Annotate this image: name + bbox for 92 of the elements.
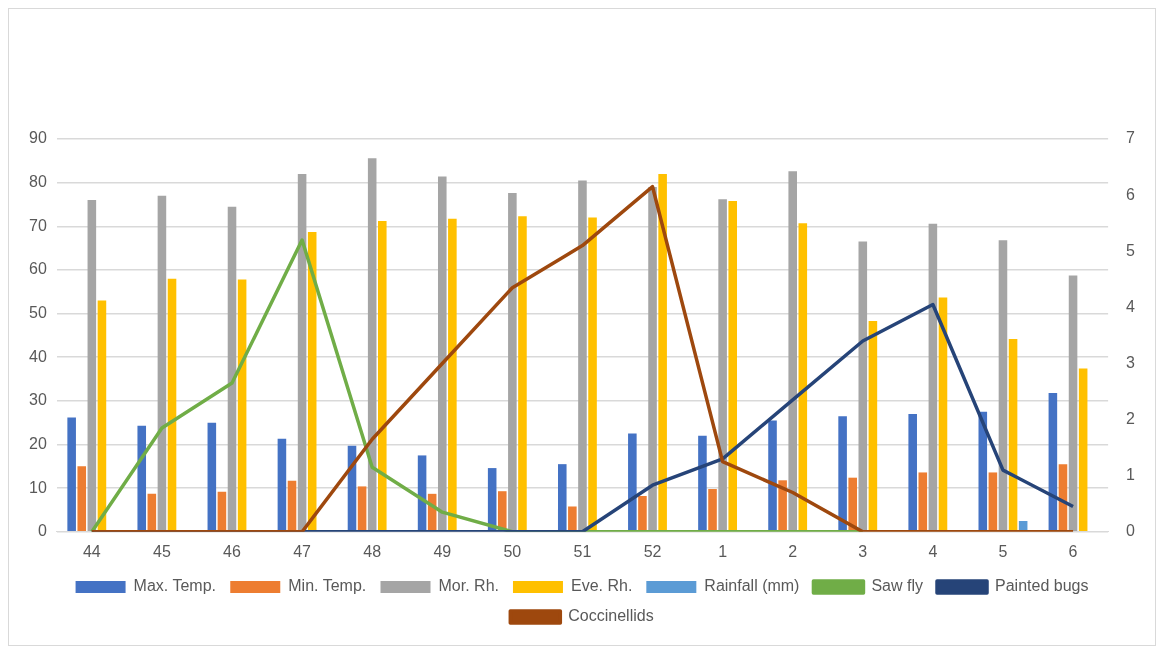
bar [728,200,738,532]
bar [508,193,517,532]
bar [67,417,76,532]
bar [708,489,717,532]
y2-tick-label: 4 [1126,297,1136,315]
y2-tick-label: 2 [1126,409,1136,427]
bar [97,300,107,532]
bar [147,493,157,532]
bar [918,472,928,532]
bar [297,173,307,532]
legend-label: Coccinellids [568,607,654,625]
x-tick-label: 48 [363,542,382,560]
legend-label: Painted bugs [995,577,1089,595]
bar [217,491,227,532]
y-tick-label: 90 [29,129,47,147]
y2-tick-label: 6 [1126,185,1136,203]
bar [928,223,938,532]
bar [167,278,177,532]
bar [638,496,647,532]
legend-label: Max. Temp. [133,577,216,595]
bar [437,176,447,532]
y-tick-label: 40 [29,347,47,365]
bar [518,216,527,532]
bar [848,477,857,532]
x-tick-label: 4 [928,542,938,560]
bar [698,435,707,532]
y-tick-label: 70 [29,216,47,234]
x-tick-label: 51 [573,542,592,560]
bar [207,422,217,532]
x-tick-label: 5 [998,542,1008,560]
x-tick-label: 6 [1068,542,1078,560]
bar [658,173,667,532]
y-tick-label: 10 [29,478,47,496]
bar [448,218,457,532]
bar [237,279,247,532]
bar [858,241,868,532]
x-tick-label: 3 [858,542,868,560]
bar [798,223,808,532]
legend-label: Min. Temp. [288,577,367,595]
bar [718,199,727,532]
x-tick-label: 45 [153,542,171,560]
bar [788,171,797,532]
y2-tick-label: 1 [1126,466,1136,484]
x-tick-label: 49 [433,542,452,560]
y-tick-label: 50 [29,303,47,321]
bar [227,206,237,532]
bar [287,480,297,532]
x-tick-label: 52 [643,542,662,560]
bar [908,413,917,532]
bar [568,506,577,532]
bar [998,240,1008,532]
legend-label: Eve. Rh. [570,577,633,595]
bar [588,217,597,532]
bar [1068,275,1078,532]
y2-tick-label: 3 [1126,353,1136,371]
y2-tick-label: 7 [1126,129,1136,147]
bar [628,433,637,532]
bar [157,195,167,532]
bar [978,411,988,532]
legend-label: Mor. Rh. [438,577,499,595]
bar [768,420,777,532]
legend-label: Saw fly [871,577,924,595]
bar [1008,338,1018,532]
x-tick-label: 44 [82,542,101,560]
y-tick-label: 20 [29,434,47,452]
bar [367,158,377,532]
y-tick-label: 0 [37,522,47,540]
bar [868,321,878,532]
bar [578,180,587,532]
x-tick-label: 47 [293,542,312,560]
bar [988,472,998,532]
y2-tick-label: 0 [1126,522,1136,540]
y2-tick-label: 5 [1126,241,1136,259]
bar [838,416,847,532]
bar [648,187,657,532]
y-tick-label: 80 [29,173,47,191]
legend-label: Rainfall (mm) [704,577,800,595]
bar [1048,393,1058,532]
y-tick-label: 60 [29,260,47,278]
y-tick-label: 30 [29,391,47,409]
bar [377,221,387,532]
bar [137,425,147,532]
bar [557,464,567,532]
x-tick-label: 1 [718,542,728,560]
x-tick-label: 2 [788,542,798,560]
bar [277,438,287,532]
bar [357,486,367,532]
bar [87,200,97,532]
bar [1078,368,1088,532]
x-tick-label: 50 [503,542,522,560]
bar [77,466,87,532]
x-tick-label: 46 [223,542,242,560]
